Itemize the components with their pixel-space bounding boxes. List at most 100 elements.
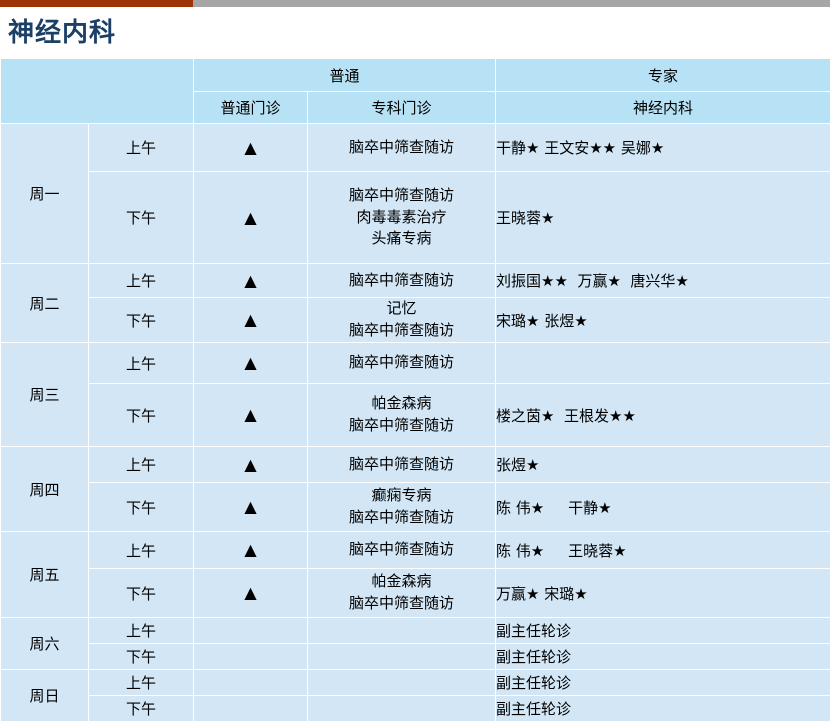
specialty-clinic-cell: 脑卒中筛查随访 xyxy=(308,264,496,298)
general-clinic-cell xyxy=(194,696,308,722)
table-row: 下午 副主任轮诊 xyxy=(1,644,830,670)
general-clinic-cell xyxy=(194,670,308,696)
expert-clinic-cell: 张煜★ xyxy=(496,447,830,483)
triangle-icon: ▲ xyxy=(244,455,256,474)
triangle-icon: ▲ xyxy=(244,497,256,516)
triangle-icon: ▲ xyxy=(244,310,256,329)
expert-clinic-cell: 楼之茵★ 王根发★★ xyxy=(496,384,830,447)
expert-clinic-cell: 刘振国★★ 万赢★ 唐兴华★ xyxy=(496,264,830,298)
header-corner-blank xyxy=(1,59,194,124)
specialty-clinic-cell xyxy=(308,696,496,722)
period-cell: 上午 xyxy=(89,264,194,298)
expert-clinic-cell: 副主任轮诊 xyxy=(496,618,830,644)
specialty-clinic-item: 脑卒中筛查随访 xyxy=(308,507,495,529)
specialty-clinic-item: 脑卒中筛查随访 xyxy=(308,539,495,561)
specialty-clinic-cell: 癫痫专病脑卒中筛查随访 xyxy=(308,483,496,532)
table-row: 周四上午▲脑卒中筛查随访张煜★ xyxy=(1,447,830,483)
schedule-table-head: 普通 专家 普通门诊 专科门诊 神经内科 xyxy=(1,59,830,124)
day-cell: 周三 xyxy=(1,343,89,447)
period-cell: 下午 xyxy=(89,644,194,670)
general-clinic-cell xyxy=(194,644,308,670)
period-cell: 上午 xyxy=(89,124,194,172)
expert-clinic-cell: 宋璐★ 张煜★ xyxy=(496,298,830,343)
header-group-expert: 专家 xyxy=(496,59,830,92)
triangle-icon: ▲ xyxy=(244,208,256,227)
table-row: 周五上午▲脑卒中筛查随访陈 伟★ 王晓蓉★ xyxy=(1,532,830,569)
triangle-icon: ▲ xyxy=(244,405,256,424)
general-clinic-available-triangle-icon: ▲ xyxy=(194,298,308,343)
day-cell: 周四 xyxy=(1,447,89,532)
specialty-clinic-item: 脑卒中筛查随访 xyxy=(308,270,495,292)
table-row: 下午 副主任轮诊 xyxy=(1,696,830,722)
period-cell: 上午 xyxy=(89,447,194,483)
specialty-clinic-item: 脑卒中筛查随访 xyxy=(308,415,495,437)
schedule-table: 普通 专家 普通门诊 专科门诊 神经内科 周一上午▲脑卒中筛查随访干静★ 王文安… xyxy=(0,58,830,722)
specialty-clinic-item: 记忆 xyxy=(308,298,495,320)
general-clinic-available-triangle-icon: ▲ xyxy=(194,483,308,532)
table-row: 下午▲癫痫专病脑卒中筛查随访陈 伟★ 干静★ xyxy=(1,483,830,532)
period-cell: 上午 xyxy=(89,343,194,384)
table-row: 周六上午副主任轮诊 xyxy=(1,618,830,644)
general-clinic-available-triangle-icon: ▲ xyxy=(194,532,308,569)
top-accent-bar xyxy=(0,0,830,7)
table-row: 周三上午▲脑卒中筛查随访 xyxy=(1,343,830,384)
period-cell: 上午 xyxy=(89,532,194,569)
expert-clinic-cell: 副主任轮诊 xyxy=(496,644,830,670)
top-accent-bar-gray-segment xyxy=(193,0,830,7)
page-title: 神经内科 xyxy=(8,20,116,46)
general-clinic-available-triangle-icon: ▲ xyxy=(194,172,308,264)
day-cell: 周五 xyxy=(1,532,89,618)
specialty-clinic-cell: 记忆脑卒中筛查随访 xyxy=(308,298,496,343)
specialty-clinic-cell: 脑卒中筛查随访 xyxy=(308,343,496,384)
table-row: 下午 ▲ 记忆脑卒中筛查随访宋璐★ 张煜★ xyxy=(1,298,830,343)
header-col-general-clinic: 普通门诊 xyxy=(194,92,308,124)
period-cell: 下午 xyxy=(89,298,194,343)
specialty-clinic-item: 脑卒中筛查随访 xyxy=(308,593,495,615)
table-row: 下午▲脑卒中筛查随访肉毒毒素治疗头痛专病王晓蓉★ xyxy=(1,172,830,264)
title-area: 神经内科 xyxy=(0,7,830,58)
general-clinic-available-triangle-icon: ▲ xyxy=(194,124,308,172)
specialty-clinic-item: 脑卒中筛查随访 xyxy=(308,137,495,159)
table-row: 下午 ▲ 帕金森病脑卒中筛查随访万赢★ 宋璐★ xyxy=(1,569,830,618)
day-cell: 周六 xyxy=(1,618,89,670)
expert-clinic-cell: 万赢★ 宋璐★ xyxy=(496,569,830,618)
triangle-icon: ▲ xyxy=(244,540,256,559)
specialty-clinic-cell: 帕金森病脑卒中筛查随访 xyxy=(308,384,496,447)
triangle-icon: ▲ xyxy=(244,138,256,157)
specialty-clinic-item: 脑卒中筛查随访 xyxy=(308,320,495,342)
specialty-clinic-item: 脑卒中筛查随访 xyxy=(308,352,495,374)
general-clinic-available-triangle-icon: ▲ xyxy=(194,343,308,384)
expert-clinic-cell: 副主任轮诊 xyxy=(496,696,830,722)
expert-clinic-cell: 陈 伟★ 王晓蓉★ xyxy=(496,532,830,569)
specialty-clinic-cell: 脑卒中筛查随访肉毒毒素治疗头痛专病 xyxy=(308,172,496,264)
specialty-clinic-cell: 帕金森病脑卒中筛查随访 xyxy=(308,569,496,618)
expert-clinic-cell: 干静★ 王文安★★ 吴娜★ xyxy=(496,124,830,172)
period-cell: 下午 xyxy=(89,569,194,618)
specialty-clinic-item: 脑卒中筛查随访 xyxy=(308,185,495,207)
general-clinic-cell xyxy=(194,618,308,644)
period-cell: 下午 xyxy=(89,483,194,532)
general-clinic-available-triangle-icon: ▲ xyxy=(194,569,308,618)
specialty-clinic-cell xyxy=(308,644,496,670)
triangle-icon: ▲ xyxy=(244,583,256,602)
specialty-clinic-item: 帕金森病 xyxy=(308,393,495,415)
specialty-clinic-cell xyxy=(308,670,496,696)
header-row-groups: 普通 专家 xyxy=(1,59,830,92)
specialty-clinic-item: 脑卒中筛查随访 xyxy=(308,454,495,476)
specialty-clinic-item: 肉毒毒素治疗 xyxy=(308,207,495,229)
day-cell: 周二 xyxy=(1,264,89,343)
table-row: 周二上午▲脑卒中筛查随访刘振国★★ 万赢★ 唐兴华★ xyxy=(1,264,830,298)
table-row: 周日上午副主任轮诊 xyxy=(1,670,830,696)
specialty-clinic-item: 帕金森病 xyxy=(308,571,495,593)
header-col-specialty-clinic: 专科门诊 xyxy=(308,92,496,124)
expert-clinic-cell: 王晓蓉★ xyxy=(496,172,830,264)
period-cell: 下午 xyxy=(89,696,194,722)
period-cell: 下午 xyxy=(89,384,194,447)
expert-clinic-cell xyxy=(496,343,830,384)
triangle-icon: ▲ xyxy=(244,353,256,372)
specialty-clinic-cell: 脑卒中筛查随访 xyxy=(308,532,496,569)
schedule-table-body: 周一上午▲脑卒中筛查随访干静★ 王文安★★ 吴娜★下午▲脑卒中筛查随访肉毒毒素治… xyxy=(1,124,830,722)
specialty-clinic-cell: 脑卒中筛查随访 xyxy=(308,447,496,483)
table-row: 下午 ▲ 帕金森病脑卒中筛查随访楼之茵★ 王根发★★ xyxy=(1,384,830,447)
general-clinic-available-triangle-icon: ▲ xyxy=(194,384,308,447)
